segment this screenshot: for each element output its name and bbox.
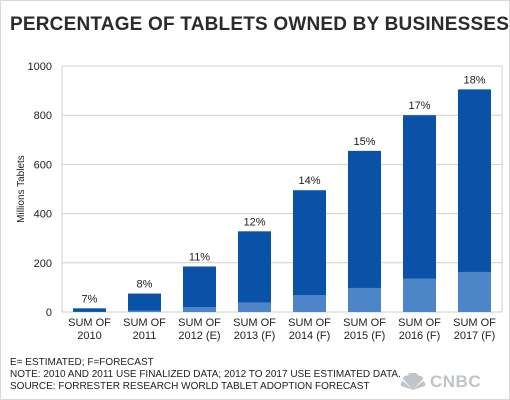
x-tick-label: SUM OF — [398, 317, 441, 329]
y-tick-label: 0 — [46, 307, 52, 319]
x-tick-label: 2014 (F) — [289, 330, 331, 342]
bar-total — [293, 190, 326, 312]
y-tick-label: 1000 — [28, 61, 52, 73]
x-tick-label: SUM OF — [288, 317, 331, 329]
data-label: 18% — [463, 74, 485, 86]
footer-legend-note: E= ESTIMATED; F=FORECAST — [10, 357, 154, 368]
footer-data-note: NOTE: 2010 AND 2011 USE FINALIZED DATA; … — [10, 369, 401, 380]
bar-total — [238, 231, 271, 312]
bar-total — [183, 266, 216, 312]
x-tick-label: SUM OF — [68, 317, 111, 329]
data-label: 14% — [298, 175, 320, 187]
bar-total — [73, 308, 106, 312]
x-tick-label: 2013 (F) — [234, 330, 276, 342]
x-tick-label: SUM OF — [178, 317, 221, 329]
y-tick-label: 400 — [34, 209, 52, 221]
footer-source: SOURCE: FORRESTER RESEARCH WORLD TABLET … — [10, 381, 370, 392]
data-label: 11% — [189, 251, 210, 263]
x-tick-label: 2015 (F) — [344, 330, 386, 342]
x-tick-label: SUM OF — [453, 317, 496, 329]
bar-business — [403, 278, 436, 312]
y-tick-label: 200 — [34, 258, 52, 270]
x-tick-label: 2012 (E) — [178, 330, 220, 342]
x-tick-label: 2011 — [133, 330, 157, 342]
bar-business — [183, 307, 216, 312]
data-label: 17% — [408, 100, 430, 112]
bar-chart: 0 200 400 600 800 1000 Millions Tablets 7% SUM O… — [16, 61, 503, 342]
x-tick-label: SUM OF — [233, 317, 276, 329]
peacock-icon — [400, 373, 426, 390]
bar-business — [348, 287, 381, 312]
bar-total — [128, 293, 161, 312]
bar-business — [128, 310, 161, 312]
y-tick-label: 600 — [34, 159, 52, 171]
brand-name: CNBC — [430, 372, 482, 391]
data-label: 12% — [243, 216, 265, 228]
cnbc-logo: CNBC — [400, 372, 481, 392]
data-label: 15% — [353, 136, 375, 148]
y-axis-label: Millions Tablets — [16, 155, 27, 223]
y-tick-label: 800 — [34, 110, 52, 122]
chart-footer: E= ESTIMATED; F=FORECAST NOTE: 2010 AND … — [10, 357, 401, 393]
x-tick-label: SUM OF — [343, 317, 386, 329]
bar-total — [348, 150, 381, 312]
bar-business — [458, 271, 491, 312]
x-tick-label: SUM OF — [123, 317, 166, 329]
x-tick-label: 2016 (F) — [399, 330, 441, 342]
chart-title: PERCENTAGE OF TABLETS OWNED BY BUSINESSE… — [10, 14, 510, 35]
x-tick-label: 2017 (F) — [454, 330, 496, 342]
bar-business — [293, 295, 326, 312]
data-label: 8% — [137, 279, 153, 291]
data-label: 7% — [82, 293, 98, 305]
x-tick-label: 2010 — [77, 330, 101, 342]
bar-business — [238, 302, 271, 312]
